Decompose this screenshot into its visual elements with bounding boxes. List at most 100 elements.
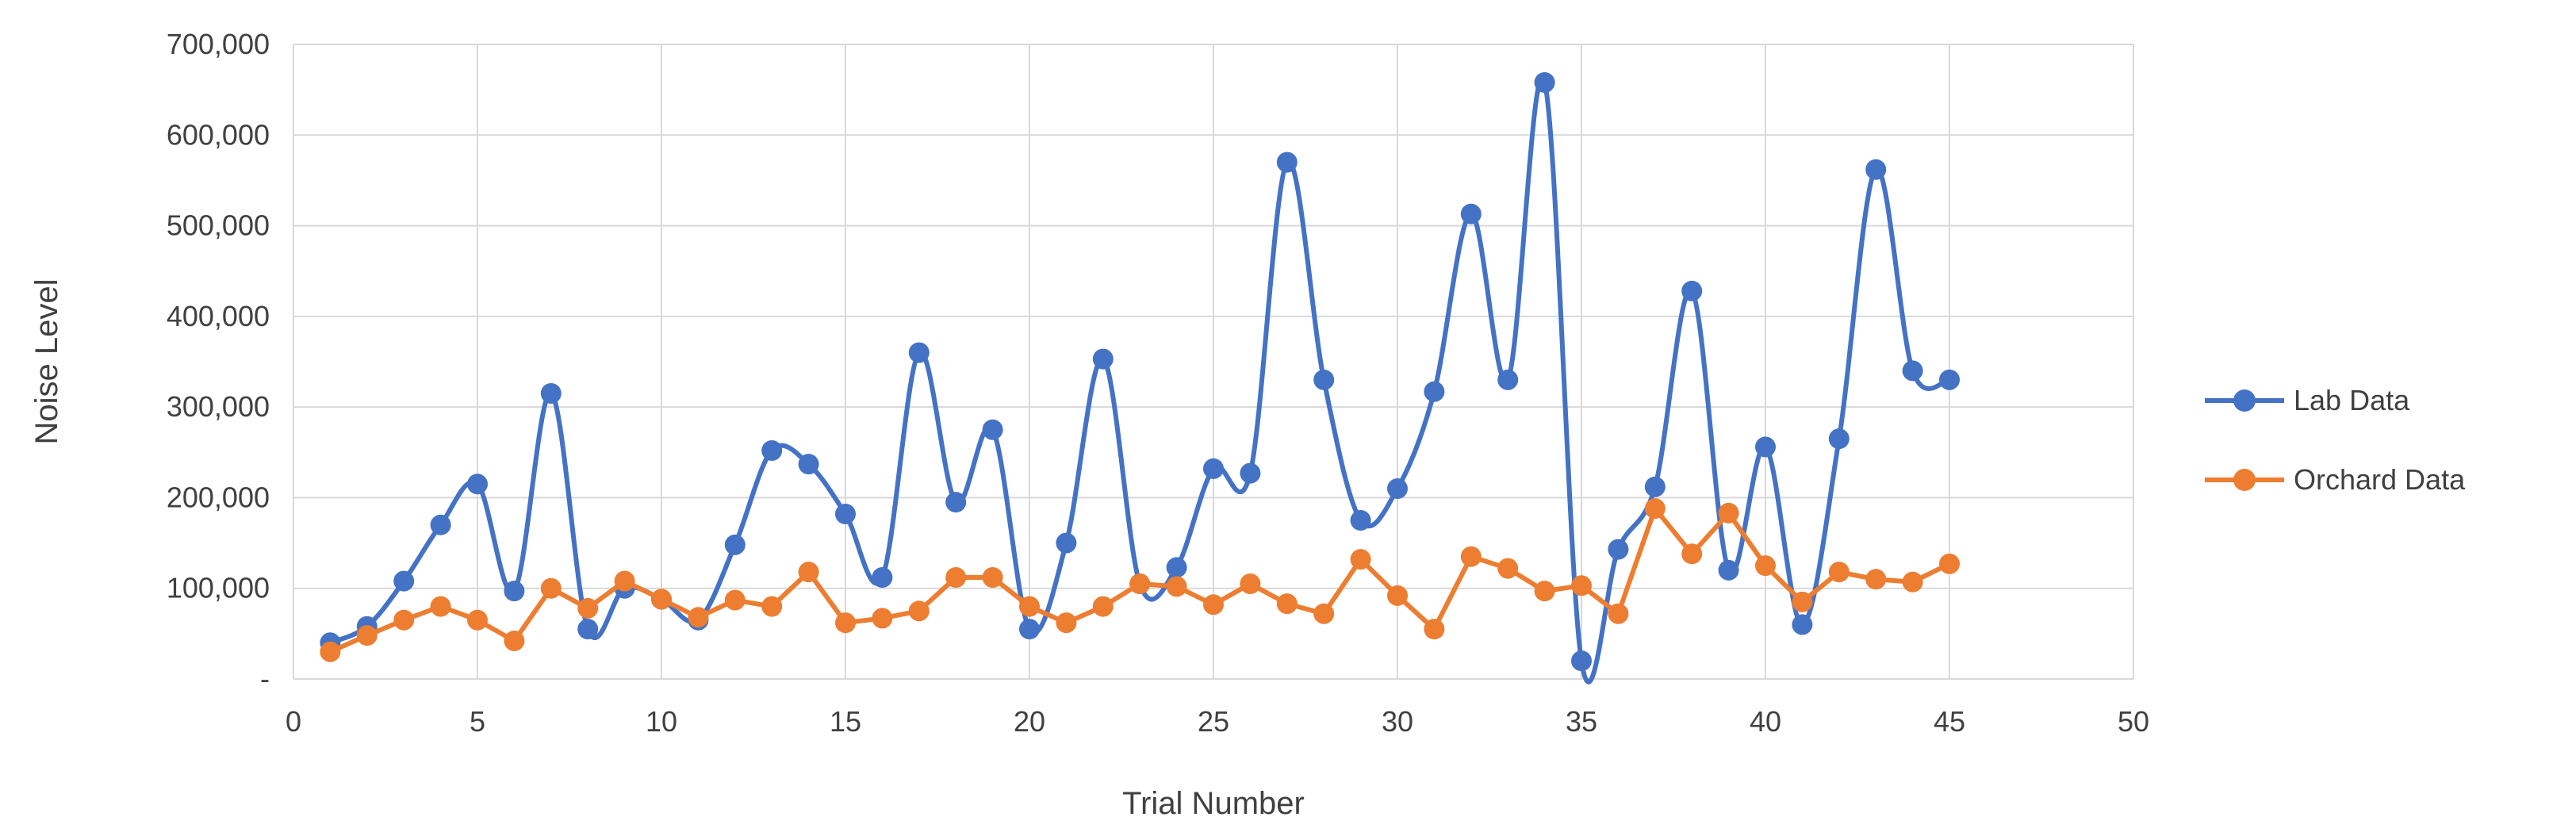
legend-item: Lab Data bbox=[2205, 384, 2410, 416]
data-point bbox=[1828, 428, 1850, 450]
data-point bbox=[504, 631, 525, 651]
data-point bbox=[1166, 557, 1187, 578]
data-point bbox=[1681, 543, 1703, 565]
data-point bbox=[1681, 280, 1703, 301]
data-point bbox=[1056, 532, 1077, 554]
data-point bbox=[1019, 596, 1040, 617]
data-point bbox=[1755, 555, 1776, 577]
legend: Lab Data Orchard Data bbox=[2205, 384, 2466, 496]
series-orchard-data bbox=[320, 498, 1960, 662]
data-point bbox=[1865, 159, 1887, 180]
series-group bbox=[320, 72, 1960, 685]
data-point bbox=[1092, 348, 1114, 370]
data-point bbox=[1313, 603, 1335, 624]
data-point bbox=[577, 619, 599, 640]
data-point bbox=[1240, 573, 1261, 594]
legend-item: Orchard Data bbox=[2205, 463, 2466, 496]
x-tick-label: 10 bbox=[646, 705, 677, 738]
data-point bbox=[577, 597, 599, 619]
data-point bbox=[835, 612, 856, 634]
y-tick-label: 600,000 bbox=[167, 118, 270, 151]
data-point bbox=[393, 609, 415, 631]
x-tick-label: 25 bbox=[1198, 705, 1229, 738]
x-tick-label: 30 bbox=[1382, 705, 1413, 738]
data-point bbox=[1939, 553, 1960, 574]
legend-swatch-marker bbox=[2233, 469, 2256, 491]
data-point bbox=[1534, 581, 1555, 602]
data-point bbox=[1571, 575, 1592, 596]
y-tick-label: 400,000 bbox=[167, 300, 270, 332]
data-point bbox=[1608, 539, 1629, 560]
data-point bbox=[1350, 510, 1371, 531]
data-point bbox=[1276, 593, 1298, 615]
x-tick-label: 0 bbox=[286, 705, 301, 738]
x-tick-label: 50 bbox=[2118, 705, 2149, 738]
axes: - 100,000 200,000 300,000 400,000 500,000 600,… bbox=[29, 28, 2149, 821]
data-point bbox=[651, 589, 672, 610]
legend-label: Lab Data bbox=[2294, 384, 2410, 416]
data-point bbox=[467, 474, 488, 495]
data-point bbox=[1019, 619, 1040, 640]
data-point bbox=[1755, 436, 1776, 458]
x-tick-label: 15 bbox=[830, 705, 861, 738]
data-point bbox=[872, 608, 893, 629]
data-point bbox=[1387, 585, 1408, 606]
data-point bbox=[1424, 619, 1445, 640]
data-point bbox=[540, 383, 562, 404]
x-axis-title: Trial Number bbox=[1122, 786, 1305, 821]
data-point bbox=[835, 504, 856, 524]
y-tick-label: 200,000 bbox=[167, 481, 270, 513]
data-point bbox=[1203, 594, 1224, 616]
data-point bbox=[430, 596, 451, 617]
data-point bbox=[320, 641, 341, 662]
y-tick-label: 700,000 bbox=[167, 28, 270, 60]
data-point bbox=[945, 492, 967, 513]
data-point bbox=[724, 589, 746, 611]
data-point bbox=[688, 607, 709, 628]
data-point bbox=[1902, 360, 1923, 382]
data-point bbox=[1497, 558, 1519, 579]
data-point bbox=[982, 419, 1003, 440]
data-point bbox=[540, 577, 562, 599]
data-point bbox=[1792, 614, 1813, 635]
data-point bbox=[1497, 369, 1519, 390]
legend-label: Orchard Data bbox=[2294, 463, 2466, 496]
data-point bbox=[1644, 476, 1666, 497]
data-point bbox=[1092, 596, 1114, 617]
data-point bbox=[1460, 203, 1482, 224]
data-point bbox=[872, 567, 893, 588]
x-tick-label: 5 bbox=[470, 705, 485, 738]
data-point bbox=[761, 596, 783, 617]
data-point bbox=[982, 567, 1003, 588]
x-tick-label: 35 bbox=[1566, 705, 1597, 738]
data-point bbox=[1129, 573, 1151, 594]
data-point bbox=[1387, 478, 1408, 499]
data-point bbox=[1608, 603, 1629, 624]
y-tick-label: 500,000 bbox=[167, 209, 270, 242]
data-point bbox=[724, 534, 746, 555]
data-point bbox=[1644, 498, 1666, 520]
data-point bbox=[393, 570, 415, 592]
data-point bbox=[1424, 381, 1445, 402]
data-point bbox=[1203, 458, 1224, 479]
data-point bbox=[1534, 72, 1555, 93]
data-point bbox=[908, 600, 930, 622]
data-point bbox=[1166, 576, 1187, 597]
data-point bbox=[1718, 502, 1739, 524]
data-point bbox=[1828, 562, 1850, 583]
data-point bbox=[798, 454, 819, 475]
data-point bbox=[430, 514, 451, 535]
x-tick-label: 40 bbox=[1750, 705, 1781, 738]
data-point bbox=[1056, 612, 1077, 634]
data-point bbox=[945, 567, 967, 588]
data-point bbox=[1460, 546, 1482, 567]
data-point bbox=[761, 440, 783, 461]
data-point bbox=[504, 581, 525, 602]
legend-swatch-marker bbox=[2233, 389, 2256, 412]
data-point bbox=[908, 342, 930, 363]
data-point bbox=[1865, 569, 1887, 590]
data-point bbox=[798, 562, 819, 583]
data-point bbox=[467, 609, 488, 631]
data-point bbox=[1313, 369, 1335, 390]
x-tick-label: 20 bbox=[1014, 705, 1045, 738]
